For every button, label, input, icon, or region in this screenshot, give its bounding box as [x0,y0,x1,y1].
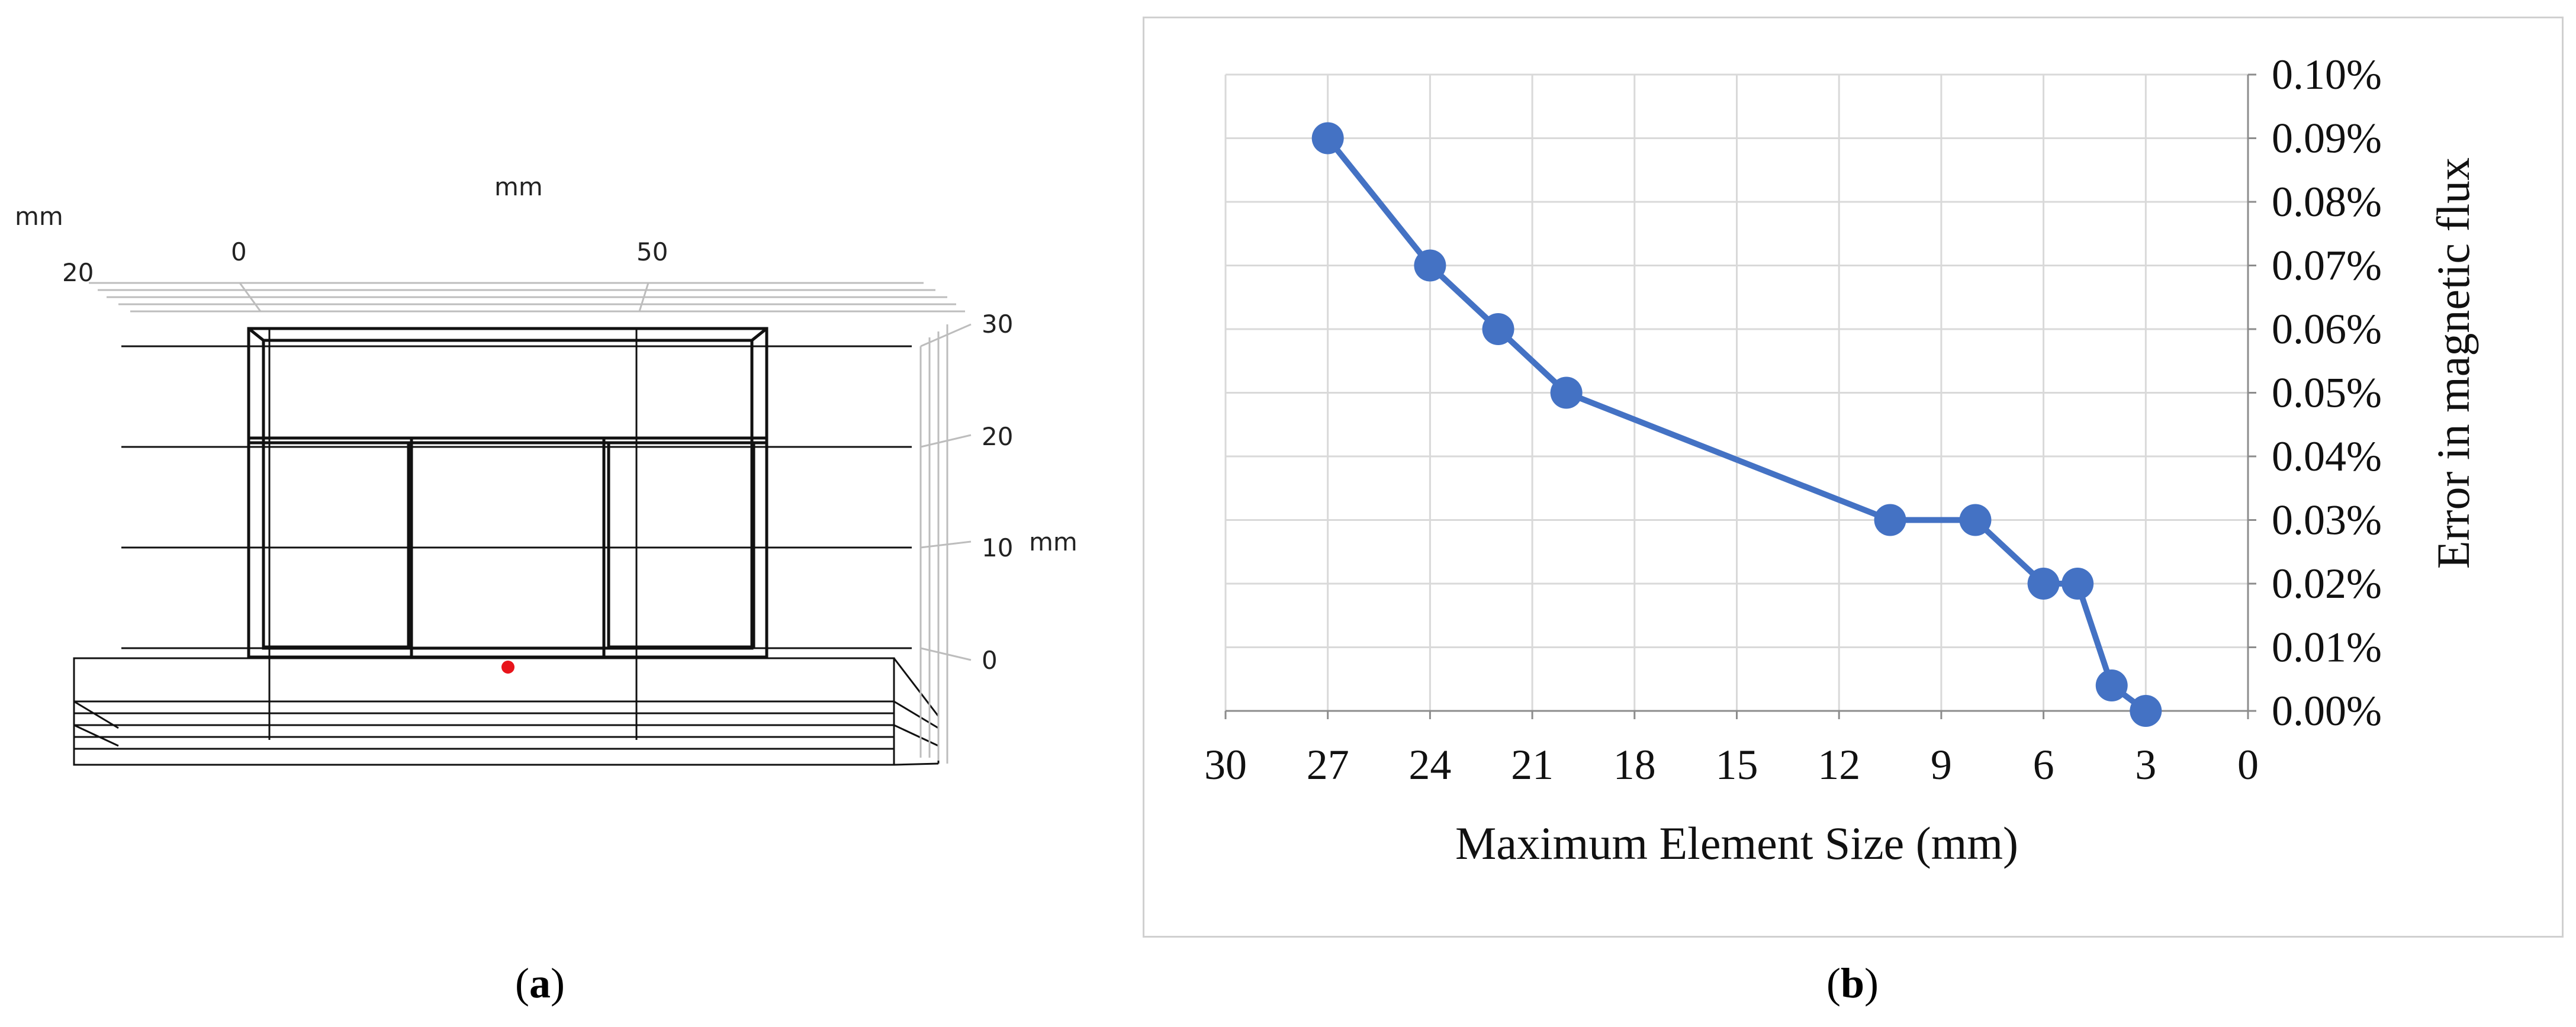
y-tick-label: 0.01% [2272,624,2382,671]
data-point [2027,568,2060,600]
y-tick-label: 0.06% [2272,305,2382,353]
cad-wireframe: mm mm 20 0 50 30 20 10 0 mm [15,172,1078,766]
x-tick-label: 12 [1818,741,1860,788]
cad-top-tick-50: 50 [636,237,668,266]
data-point [1414,249,1446,282]
cad-right-ruler [919,323,972,764]
panel-b-caption: (b) [1826,960,1879,1007]
data-point [1482,313,1514,345]
y-tick-label: 0.09% [2272,115,2382,162]
x-tick-label: 0 [2237,741,2259,788]
data-point [1550,376,1583,409]
x-tick-label: 3 [2135,741,2156,788]
cad-right-tick-0: 0 [982,646,998,675]
cad-base-plate [73,657,940,766]
x-tick-labels: 30 27 24 21 18 15 12 9 6 3 0 [1204,741,2259,788]
x-tick-label: 21 [1511,741,1554,788]
y-tick-label: 0.10% [2272,51,2382,98]
chart-grid [1224,73,2249,712]
panel-a-cad-view: mm mm 20 0 50 30 20 10 0 mm (a) [0,0,1125,1027]
y-tick-label: 0.03% [2272,497,2382,544]
cad-right-unit: mm [1029,527,1078,556]
data-point [2062,568,2094,600]
probe-point [501,661,514,674]
x-tick-label: 30 [1204,741,1247,788]
data-point [2095,669,2128,701]
cad-core-outline [247,327,768,659]
panel-b-chart-frame: 30 27 24 21 18 15 12 9 6 3 0 0.00% 0.01% 0.02% 0.03% 0… [1143,17,2564,938]
y-tick-label: 0.02% [2272,560,2382,607]
y-axis-title: Error in magnetic flux [2427,157,2479,569]
cad-right-tick-30: 30 [982,310,1013,339]
y-tick-label: 0.05% [2272,369,2382,417]
data-point [1959,504,1992,536]
data-point [1311,122,1344,154]
cad-grid-lines [121,329,912,740]
x-tick-label: 15 [1716,741,1758,788]
data-point [2130,695,2162,727]
x-tick-label: 9 [1931,741,1952,788]
chart-axes [1224,73,2256,719]
y-tick-labels: 0.00% 0.01% 0.02% 0.03% 0.04% 0.05% 0.06% 0.07%… [2272,51,2382,735]
y-tick-label: 0.08% [2272,178,2382,226]
cad-right-tick-20: 20 [982,422,1013,451]
x-tick-label: 6 [2033,741,2054,788]
series-line [1325,136,2148,714]
y-tick-label: 0.07% [2272,242,2382,289]
cad-right-tick-10: 10 [982,533,1013,562]
panel-a-caption: (a) [515,960,565,1007]
cad-top-tick-0: 0 [231,237,247,266]
x-tick-label: 27 [1307,741,1349,788]
cad-left-value: 20 [62,258,94,287]
cad-top-unit: mm [494,172,543,201]
x-tick-label: 24 [1408,741,1451,788]
x-tick-label: 18 [1613,741,1656,788]
series-error [1311,122,2162,727]
y-tick-label: 0.00% [2272,687,2382,735]
cad-left-unit: mm [15,202,63,231]
y-tick-label: 0.04% [2272,433,2382,480]
cad-top-ruler [89,282,965,313]
convergence-chart: 30 27 24 21 18 15 12 9 6 3 0 0.00%0.01%0.02%0.03%0… [1204,51,2479,869]
data-point [1874,504,1906,536]
x-axis-title: Maximum Element Size (mm) [1455,817,2018,869]
